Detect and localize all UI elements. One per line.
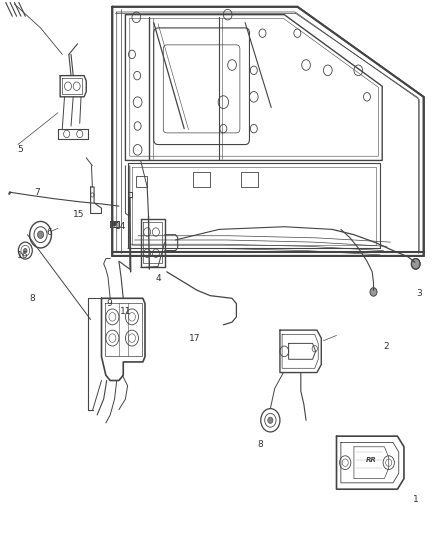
Text: 17: 17 — [189, 334, 201, 343]
Text: 4: 4 — [155, 273, 161, 282]
Circle shape — [24, 248, 27, 253]
Text: 1: 1 — [413, 495, 419, 504]
Text: 15: 15 — [73, 210, 85, 219]
Text: RR: RR — [366, 457, 377, 463]
Text: 2: 2 — [384, 342, 389, 351]
Text: 8: 8 — [258, 440, 263, 449]
Bar — [136, 176, 147, 187]
Text: 5: 5 — [17, 146, 22, 155]
Bar — [193, 172, 210, 187]
Circle shape — [411, 259, 420, 269]
Circle shape — [370, 288, 377, 296]
Text: 7: 7 — [34, 188, 40, 197]
Text: 16: 16 — [17, 252, 28, 261]
Text: 9: 9 — [106, 299, 112, 308]
Text: 14: 14 — [115, 222, 127, 231]
Text: 3: 3 — [417, 288, 422, 297]
Circle shape — [38, 231, 44, 238]
Circle shape — [268, 417, 273, 423]
Text: 8: 8 — [30, 294, 35, 303]
Bar — [241, 172, 258, 187]
Circle shape — [113, 222, 116, 226]
Text: 11: 11 — [120, 307, 131, 316]
Text: 6: 6 — [46, 228, 52, 237]
